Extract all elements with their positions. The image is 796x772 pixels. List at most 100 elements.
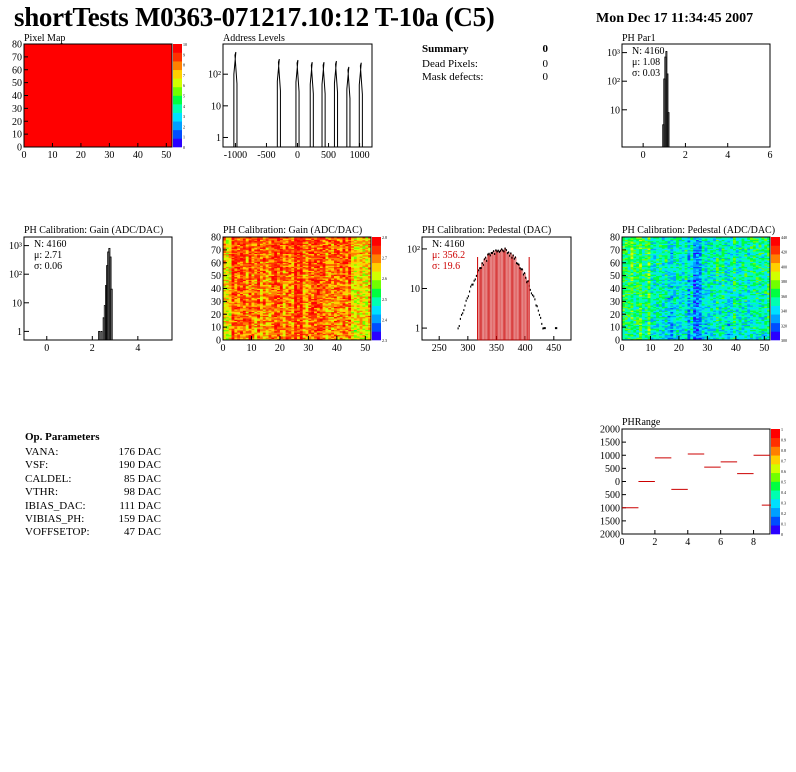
ph-range-colorbar-label: 0.8 — [781, 448, 786, 453]
ph-range-colorbar-cell — [771, 481, 780, 491]
ph-range-colorbar-cell — [771, 455, 780, 465]
gain-map-xtick-label: 0 — [221, 343, 226, 354]
ph-range-colorbar-cell — [771, 472, 780, 482]
ph-par1-frame — [621, 43, 771, 148]
pixel-map-colorbar-label: 9 — [183, 52, 185, 57]
ph-range-colorbar-cell — [771, 507, 780, 517]
param-label: VTHR: — [25, 486, 58, 499]
pedestal-map-xtick-label: 50 — [759, 343, 769, 354]
ph-range-xtick-label: 6 — [718, 537, 723, 548]
gain-map-colorbar-label: 2.3 — [382, 338, 387, 343]
gain-hist-xtick-label: 2 — [90, 343, 95, 354]
ph-par1-ytick-label: 10² — [607, 77, 620, 88]
pixel-map-colorbar-label: 0 — [183, 145, 185, 150]
ph-range-colorbar-cell — [771, 446, 780, 456]
pedestal-map-ytick-label: 60 — [610, 258, 620, 269]
pedestal-map-colorbar-cell — [771, 254, 780, 264]
gain-map-xtick-label: 10 — [246, 343, 256, 354]
pedestal-map-colorbar-cell — [771, 314, 780, 324]
pixel-map-xtick-label: 30 — [104, 150, 114, 161]
pedestal-map-xtick-label: 30 — [702, 343, 712, 354]
ph-range-title: PHRange — [622, 417, 661, 428]
summary-panel: Summary 0 Dead Pixels: 0 Mask defects: 0 — [422, 43, 548, 84]
gain-map-ytick-label: 10 — [211, 323, 221, 334]
gain-map-ytick-label: 60 — [211, 258, 221, 269]
pedestal-map-colorbar-cell — [771, 305, 780, 315]
pixel-map-ytick-label: 30 — [12, 104, 22, 115]
op-parameters-title: Op. Parameters — [25, 431, 100, 443]
pedestal-map-colorbar-label: 320 — [781, 323, 787, 328]
ph-par1-xtick-label: 4 — [725, 150, 730, 161]
ph-range-colorbar-label: 0.3 — [781, 501, 786, 506]
pixel-map-colorbar-cell — [173, 138, 182, 148]
gain-map-xtick-label: 50 — [360, 343, 370, 354]
gain-map-colorbar-cell — [372, 254, 381, 264]
pedestal-map-ytick-label: 0 — [615, 336, 620, 347]
pixel-map-ytick-label: 0 — [17, 143, 22, 154]
pedestal-map-colorbar-label: 400 — [781, 264, 787, 269]
ph-range-colorbar-label: 1 — [781, 427, 783, 432]
ph-range-xtick-label: 2 — [652, 537, 657, 548]
gain-map-ytick-label: 20 — [211, 310, 221, 321]
pixel-map-ytick-label: 10 — [12, 130, 22, 141]
pixel-map-colorbar-cell — [173, 52, 182, 62]
pixel-map-xtick-label: 40 — [133, 150, 143, 161]
gain-hist-bar — [100, 330, 103, 341]
gain-hist-frame — [23, 236, 173, 341]
gain-map-colorbar-cell — [372, 314, 381, 324]
op-parameters-panel: Op. Parameters VANA: 176 DAC VSF: 190 DAC … — [25, 431, 161, 540]
pedestal-map-colorbar-cell — [771, 237, 780, 246]
gain-hist-stat-sigma: σ: 0.06 — [34, 261, 62, 272]
pedestal-map-title: PH Calibration: Pedestal (ADC/DAC) — [622, 225, 775, 236]
pedestal-map-colorbar-label: 380 — [781, 279, 787, 284]
param-value: 176 DAC — [118, 446, 161, 458]
pixel-map-colorbar-cell — [173, 78, 182, 88]
address-levels-xtick-label: 1000 — [350, 150, 370, 161]
param-value: 159 DAC — [118, 513, 161, 526]
summary-title: Summary — [422, 43, 469, 55]
gain-hist-stat-n: N: 4160 — [34, 239, 67, 250]
ph-par1-title: PH Par1 — [622, 33, 656, 44]
pedestal-map-ytick-label: 10 — [610, 323, 620, 334]
pedestal-map-colorbar-cell — [771, 245, 780, 255]
pedestal-hist-xtick-label: 450 — [546, 343, 561, 354]
page-date: Mon Dec 17 11:34:45 2007 — [596, 11, 754, 26]
gain-map-title: PH Calibration: Gain (ADC/DAC) — [223, 225, 362, 236]
pedestal-map-colorbar-label: 360 — [781, 294, 787, 299]
ph-range-colorbar-cell — [771, 429, 780, 439]
gain-map-ytick-label: 50 — [211, 271, 221, 282]
ph-range-colorbar-cell — [771, 525, 780, 535]
pixel-map-title: Pixel Map — [24, 33, 65, 44]
gain-map-colorbar-cell — [372, 271, 381, 281]
pixel-map-colorbar-label: 7 — [183, 73, 185, 78]
ph-range-xtick-label: 4 — [685, 537, 690, 548]
pixel-map-colorbar-cell — [173, 69, 182, 79]
ph-range-ytick-label: 1500 — [600, 516, 620, 527]
address-levels-title: Address Levels — [223, 33, 285, 44]
address-levels-ytick-label: 1 — [216, 133, 221, 144]
pixel-map-xtick-label: 10 — [47, 150, 57, 161]
pixel-map-ytick-label: 50 — [12, 78, 22, 89]
gain-map-colorbar-label: 2.8 — [382, 235, 387, 240]
pixel-map-ytick-label: 80 — [12, 40, 22, 51]
pedestal-map-ytick-label: 70 — [610, 245, 620, 256]
ph-range-colorbar-label: 0.5 — [781, 480, 786, 485]
dead-pixels-value: 0 — [542, 58, 549, 70]
pixel-map-colorbar-label: 6 — [183, 83, 185, 88]
address-level-peak — [233, 51, 238, 147]
address-levels-xtick-label: -500 — [257, 150, 275, 161]
pixel-map-colorbar-cell — [173, 61, 182, 71]
ph-range-ytick-label: 1000 — [600, 451, 620, 462]
pixel-map-colorbar-cell — [173, 129, 182, 139]
pedestal-map-ytick-label: 20 — [610, 310, 620, 321]
param-value: 98 DAC — [124, 486, 161, 499]
pedestal-hist-xtick-label: 400 — [518, 343, 533, 354]
pixel-map-colorbar-label: 1 — [183, 135, 185, 140]
pixel-map-colorbar-label: 4 — [183, 104, 185, 109]
pedestal-map-xtick-label: 20 — [674, 343, 684, 354]
pedestal-map-colorbar-cell — [771, 331, 780, 341]
ph-range-colorbar-cell — [771, 499, 780, 509]
gain-hist-stat-mean: μ: 2.71 — [34, 250, 62, 261]
pedestal-map-colorbar-label: 420 — [781, 250, 787, 255]
pedestal-hist-outline — [457, 247, 558, 330]
